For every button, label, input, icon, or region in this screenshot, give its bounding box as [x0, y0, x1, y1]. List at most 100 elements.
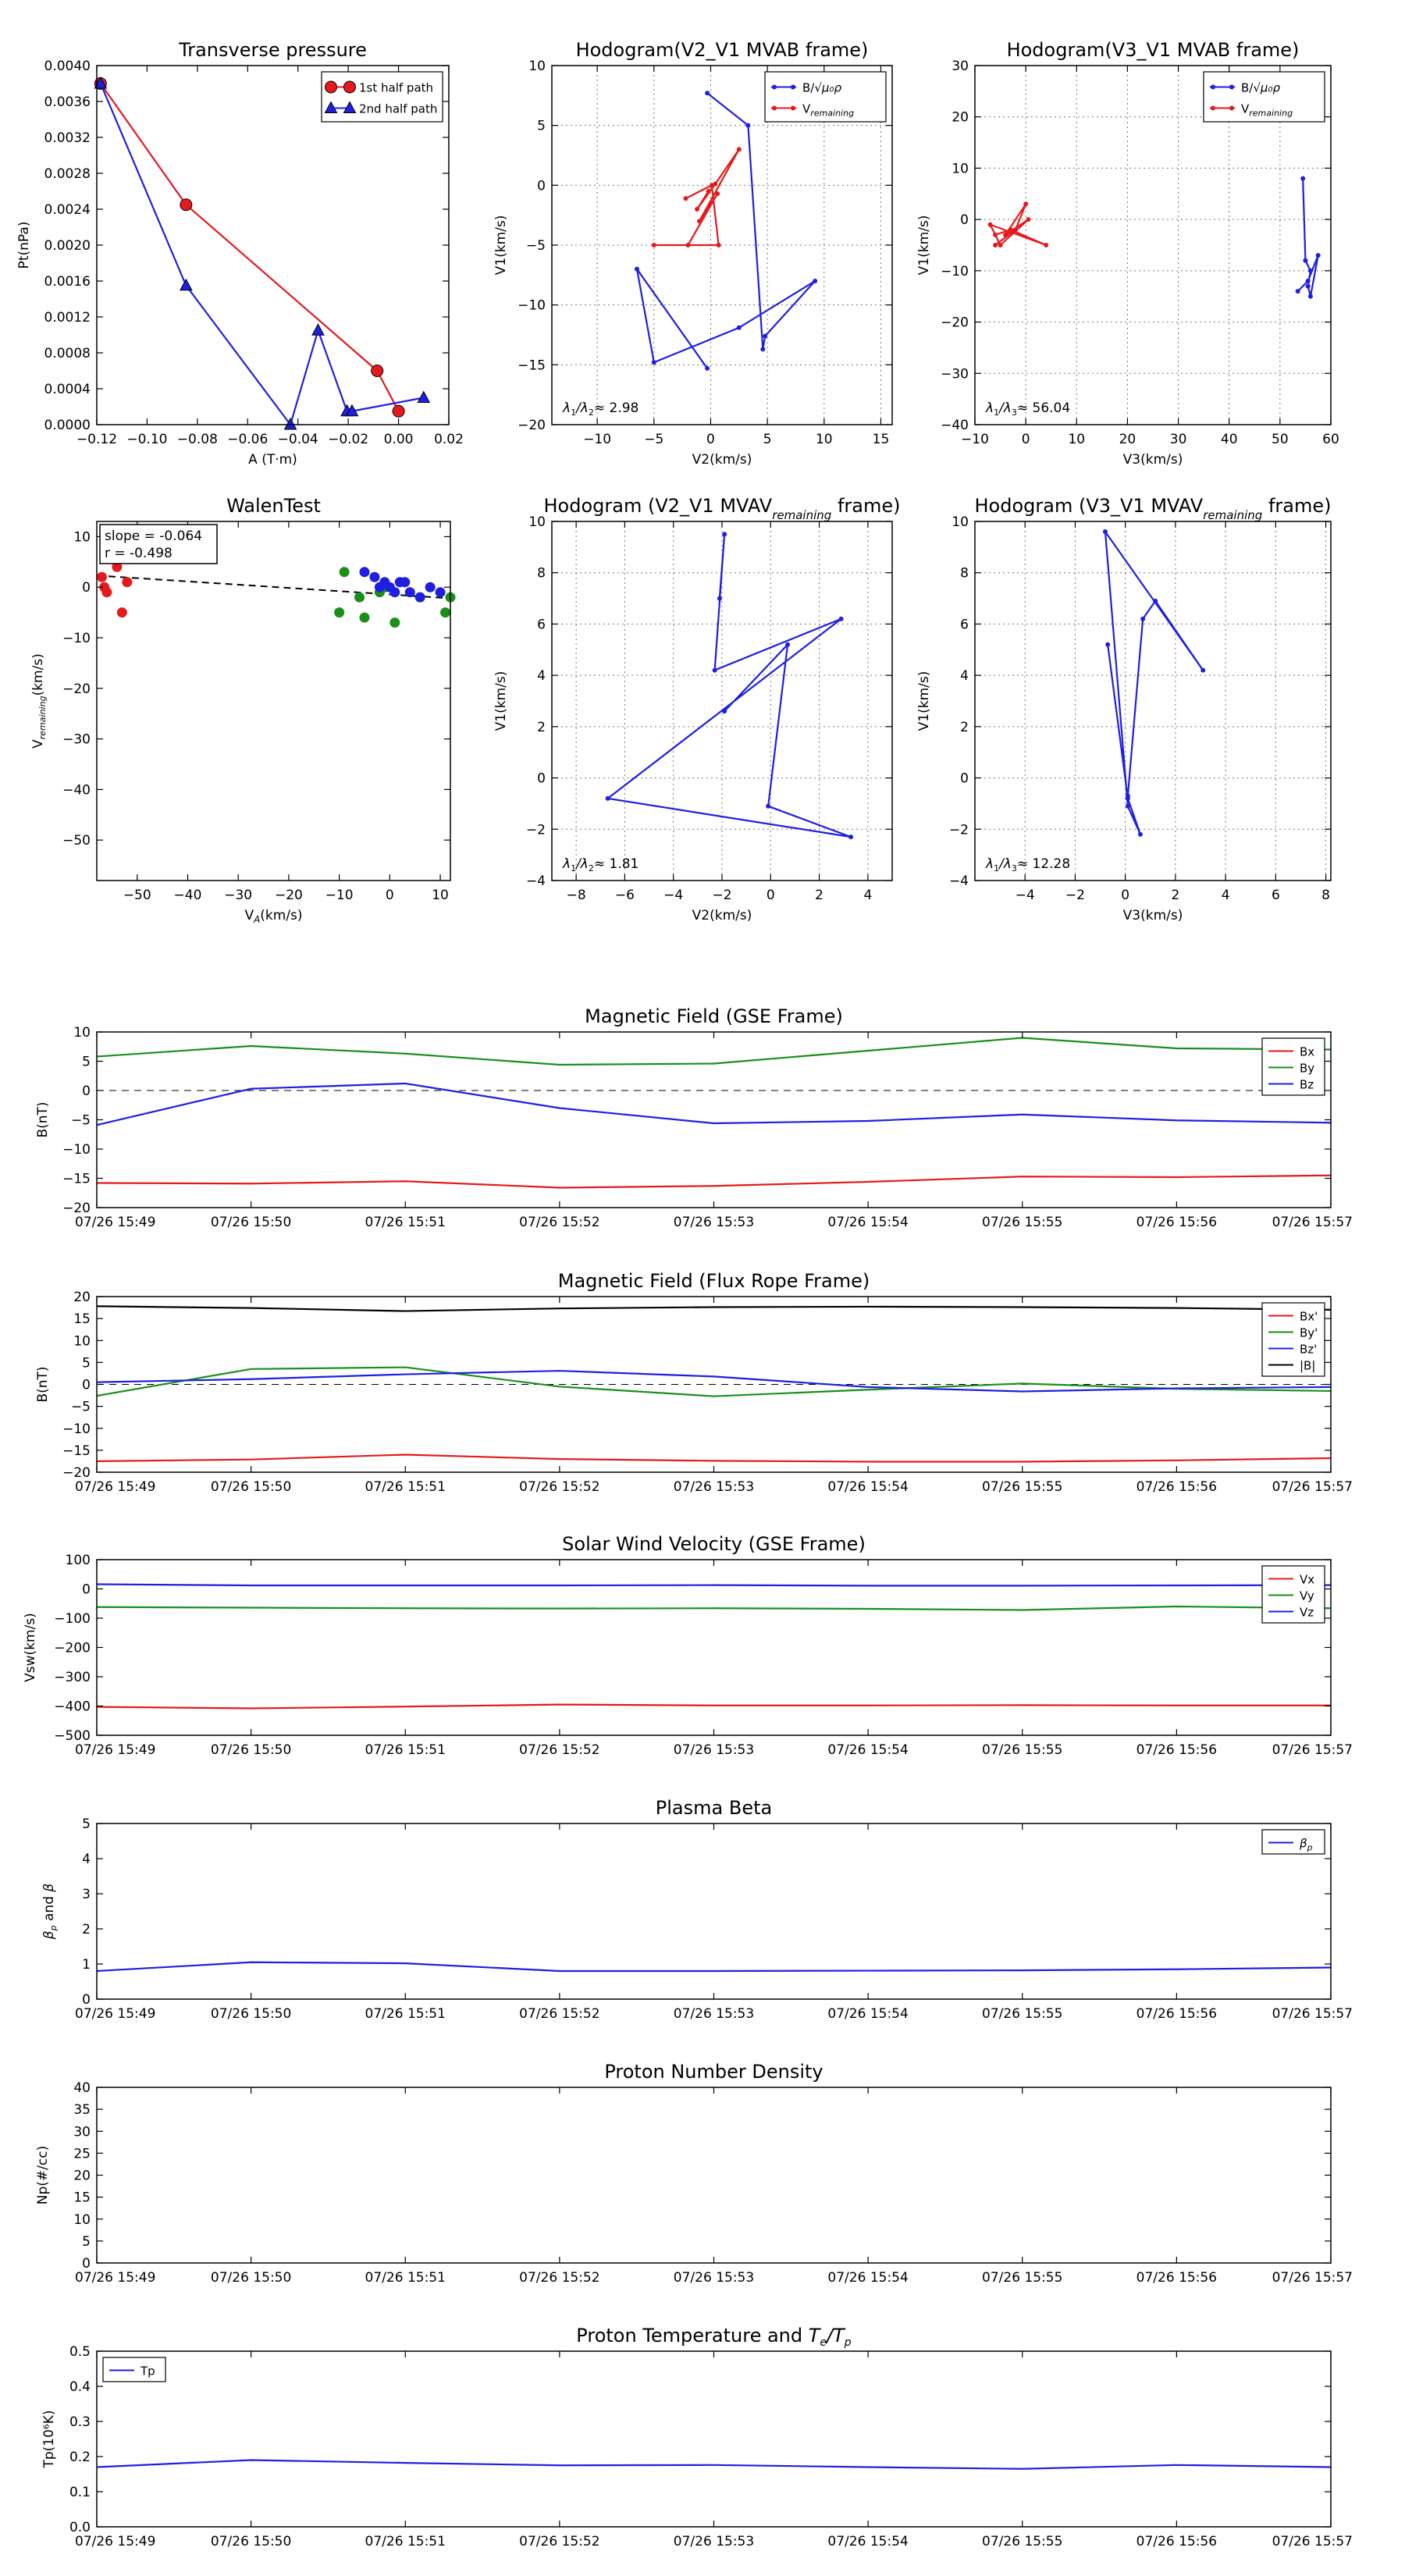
y-tick-label: 10: [73, 529, 91, 545]
x-tick-label: 07/26 15:54: [827, 2270, 908, 2286]
data-point: [1125, 803, 1130, 809]
x-tick-label: 07/26 15:55: [982, 2006, 1062, 2022]
y-tick-label: 35: [73, 2102, 91, 2118]
x-tick-label: 07/26 15:52: [519, 2006, 599, 2022]
stats-text: r = -0.498: [105, 546, 173, 561]
x-tick-label: 07/26 15:54: [827, 1479, 908, 1495]
x-tick-label: −4: [1016, 888, 1035, 903]
y-axis-label: Vremaining(km/s): [30, 653, 48, 749]
ratio-annotation: λ1/λ3≈ 12.28: [985, 856, 1070, 873]
data-point: [722, 709, 727, 714]
series-line: [96, 1366, 1332, 1397]
x-tick-label: 0: [1022, 432, 1030, 447]
legend-item: B/√μ₀ρ: [1210, 81, 1280, 95]
y-tick-label: 0.4: [69, 2379, 91, 2395]
data-point: [180, 198, 193, 212]
y-axis-label: Pt(nPa): [16, 222, 32, 269]
x-tick-label: 07/26 15:56: [1136, 1742, 1217, 1758]
chart-hodo_v2v1_mvav: Hodogram (V2_V1 MVAVremaining frame) −8 −6…: [493, 495, 900, 923]
x-tick-label: 07/26 15:50: [211, 2270, 291, 2286]
y-tick-label: 0: [82, 1992, 91, 2008]
chart-title: Transverse pressure: [178, 39, 367, 61]
series-line: [96, 1174, 1332, 1189]
data-point: [343, 101, 357, 113]
x-tick-label: 07/26 15:52: [519, 2270, 599, 2286]
chart-title: Proton Number Density: [604, 2061, 823, 2083]
x-tick-label: 07/26 15:56: [1136, 1479, 1217, 1495]
data-point: [772, 105, 777, 111]
data-point: [705, 365, 710, 371]
series-line: [96, 1369, 1332, 1393]
y-tick-label: 0: [82, 2256, 91, 2272]
y-tick-label: 0.0000: [44, 418, 91, 433]
chart-title: Solar Wind Velocity (GSE Frame): [562, 1533, 866, 1555]
data-point: [791, 84, 795, 90]
chart-hodo_v3v1_mvab: Hodogram(V3_V1 MVAB frame) −10 0 10 20 30 40 50…: [916, 39, 1339, 468]
data-point: [369, 571, 380, 582]
plot-area: [975, 521, 1331, 881]
data-point: [736, 147, 742, 152]
chart-density: Proton Number Density 07/26 15:49 07/26 15…: [35, 2061, 1353, 2286]
y-tick-label: 2: [82, 1922, 91, 1937]
x-tick-label: 5: [763, 432, 772, 447]
x-tick-label: 2: [815, 888, 823, 903]
data-point: [354, 592, 365, 603]
data-point: [389, 617, 400, 628]
x-tick-label: 0.02: [434, 432, 464, 447]
legend-label: Bx': [1300, 1310, 1318, 1324]
data-point: [180, 278, 193, 291]
y-tick-label: 0.0028: [44, 166, 91, 182]
series-line: [96, 1703, 1331, 1710]
y-tick-label: −40: [941, 418, 969, 433]
legend-item: By': [1268, 1326, 1318, 1340]
y-tick-label: 5: [82, 1816, 91, 1832]
y-tick-label: −100: [54, 1611, 91, 1627]
stats-box: slope = -0.064 r = -0.498: [99, 524, 218, 564]
plot-frame: [974, 65, 1332, 425]
series-line: [96, 1453, 1332, 1463]
legend-item: Bx': [1268, 1310, 1318, 1324]
plot-area: [97, 66, 449, 425]
x-tick-label: 07/26 15:57: [1272, 2534, 1353, 2549]
x-tick-label: −30: [224, 888, 252, 903]
y-tick-label: −400: [54, 1699, 91, 1715]
plot-area: [97, 1032, 1331, 1208]
legend-box: [1203, 71, 1325, 123]
x-tick-label: 30: [1170, 432, 1187, 447]
x-tick-label: 07/26 15:56: [1136, 2006, 1217, 2022]
plot-frame: [96, 521, 451, 881]
x-tick-label: 07/26 15:50: [211, 2006, 291, 2022]
x-tick-label: 0.00: [384, 432, 414, 447]
series-line: [96, 1583, 1332, 1587]
y-tick-label: 0.0020: [44, 238, 91, 254]
x-tick-label: −0.02: [328, 432, 368, 447]
y-tick-label: 6: [960, 617, 969, 632]
y-tick-label: 20: [73, 2169, 91, 2184]
y-tick-label: 0.0032: [44, 130, 91, 146]
y-tick-label: 8: [960, 566, 969, 582]
chart-title: Hodogram(V2_V1 MVAB frame): [576, 39, 869, 61]
data-point: [766, 803, 771, 809]
series-line: [96, 2459, 1332, 2470]
data-point: [324, 101, 338, 113]
series: [635, 91, 818, 371]
data-point: [1307, 294, 1313, 299]
y-tick-label: −30: [62, 732, 91, 748]
series-line: [99, 83, 400, 412]
y-tick-label: 15: [73, 1311, 91, 1327]
x-tick-label: 07/26 15:54: [827, 2534, 908, 2549]
data-point: [1200, 667, 1206, 673]
y-tick-label: −4: [526, 873, 546, 889]
data-point: [813, 279, 818, 283]
data-point: [717, 596, 722, 601]
y-tick-label: 2: [537, 720, 546, 735]
y-tick-label: 20: [951, 110, 969, 126]
plot-area: [97, 2351, 1331, 2527]
y-tick-label: 10: [73, 1025, 91, 1041]
legend-box: [321, 71, 443, 123]
data-point: [1105, 642, 1111, 647]
x-tick-label: 10: [432, 888, 449, 903]
x-tick-label: −6: [615, 888, 635, 903]
data-point: [605, 795, 610, 801]
